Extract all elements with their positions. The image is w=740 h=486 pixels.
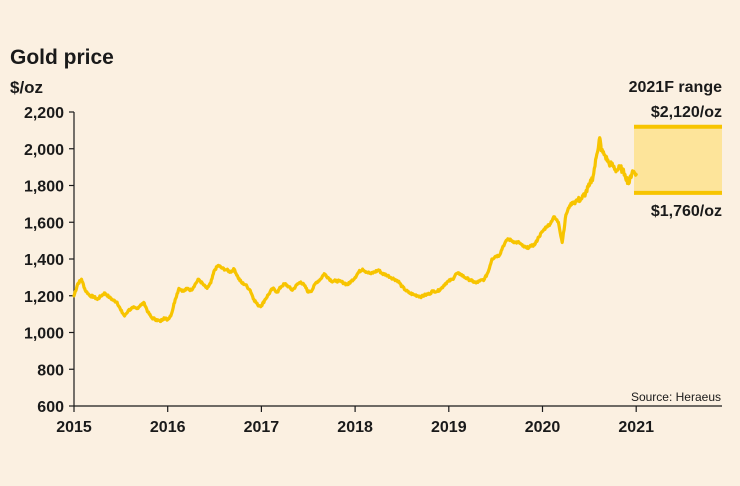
chart-title: Gold price xyxy=(10,46,114,69)
x-tick-label: 2019 xyxy=(431,419,467,436)
gold-price-series-line xyxy=(72,136,638,324)
x-axis-ticks: 2015 2016 2017 2018 2019 2020 2021 xyxy=(56,406,654,436)
y-tick-label: 1,200 xyxy=(24,289,64,306)
y-tick-label: 2,000 xyxy=(24,142,64,159)
forecast-high-label: $2,120/oz xyxy=(651,104,722,121)
x-tick-label: 2015 xyxy=(56,419,92,436)
x-tick-label: 2021 xyxy=(618,419,654,436)
forecast-range-label: 2021F range xyxy=(629,79,722,96)
x-tick-label: 2017 xyxy=(244,419,280,436)
forecast-low-label: $1,760/oz xyxy=(651,203,722,220)
source-note: Source: Heraeus xyxy=(631,390,721,404)
forecast-range: 2021F range $2,120/oz $1,760/oz xyxy=(629,79,722,220)
y-tick-label: 600 xyxy=(37,399,64,416)
y-tick-label: 1,600 xyxy=(24,215,64,232)
y-tick-label: 1,400 xyxy=(24,252,64,269)
x-tick-label: 2020 xyxy=(525,419,561,436)
y-axis-unit: $/oz xyxy=(10,78,43,97)
x-tick-label: 2018 xyxy=(337,419,373,436)
y-axis-ticks: 600 800 1,000 1,200 1,400 1,600 1,800 2,000 2,20… xyxy=(24,105,74,416)
y-tick-label: 1,000 xyxy=(24,326,64,343)
x-tick-label: 2016 xyxy=(150,419,186,436)
forecast-range-band xyxy=(634,126,722,193)
y-tick-label: 1,800 xyxy=(24,179,64,196)
y-tick-label: 800 xyxy=(37,362,64,379)
y-tick-label: 2,200 xyxy=(24,105,64,122)
